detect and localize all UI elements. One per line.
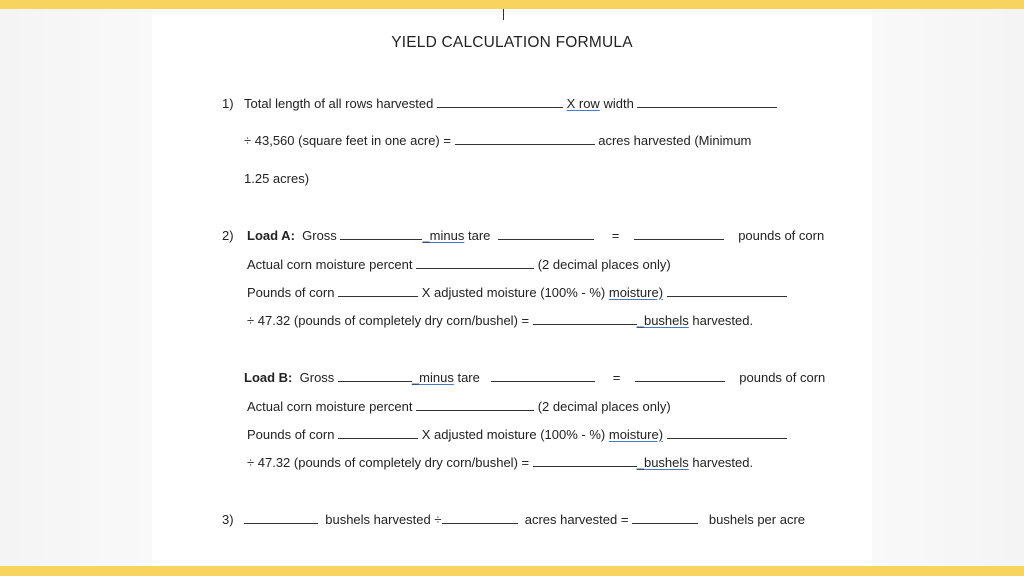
loadA-tare-blank[interactable] — [497, 228, 594, 240]
loadB-decimal-text: (2 decimal places only) — [537, 399, 671, 414]
loadB-tare-blank[interactable] — [490, 370, 595, 382]
loadA-moisture-text: Actual corn moisture percent — [247, 257, 413, 272]
loadB-moisture-line: Actual corn moisture percent (2 decimal … — [247, 399, 671, 414]
item-number-3: 3) — [222, 512, 234, 527]
loadA-tare-text: tare — [467, 228, 491, 243]
item1-line2: ÷ 43,560 (square feet in one acre) = acr… — [244, 133, 751, 148]
loadA-adjusted-blank[interactable] — [666, 285, 787, 297]
loadA-gross-blank[interactable] — [340, 228, 423, 240]
item1-divide-text: ÷ 43,560 (square feet in one acre) = — [244, 133, 451, 148]
loadB-label: Load B: — [244, 370, 293, 385]
bushels-per-acre-blank[interactable] — [632, 512, 699, 524]
loadA-equals: = — [611, 228, 620, 243]
loadA-gross-text: Gross — [302, 228, 337, 243]
loadA-bushels-text: _bushels — [636, 313, 689, 328]
document-page[interactable] — [152, 9, 872, 566]
loadA-adjusted-line: Pounds of corn X adjusted moisture (100%… — [247, 285, 787, 300]
loadB-gross-line: Load B: Gross _minus tare = pounds of co… — [244, 370, 825, 385]
loadB-gross-blank[interactable] — [337, 370, 412, 382]
item3-line: bushels harvested ÷ acres harvested = bu… — [244, 512, 805, 527]
item1-line1: Total length of all rows harvested X row… — [244, 96, 778, 111]
item1-line3: 1.25 acres) — [244, 171, 310, 186]
item1-text-a: Total length of all rows harvested — [244, 96, 434, 111]
loadB-gross-text: Gross — [299, 370, 335, 385]
right-margin — [872, 9, 1024, 566]
loadB-dry-line: ÷ 47.32 (pounds of completely dry corn/b… — [247, 455, 753, 470]
item1-text-b: X row — [566, 96, 600, 111]
loadB-tare-text: tare — [457, 370, 480, 385]
text-cursor — [503, 9, 504, 20]
loadA-dry-line: ÷ 47.32 (pounds of completely dry corn/b… — [247, 313, 753, 328]
loadA-gross-line: Load A: Gross _minus tare = pounds of co… — [247, 228, 824, 243]
item-number-1: 1) — [222, 96, 234, 111]
loadB-adjusted-text: X adjusted moisture (100% - %) — [421, 427, 606, 442]
loadB-pounds-corn-text: Pounds of corn — [247, 427, 335, 442]
loadB-moisture-close-text: moisture) — [608, 427, 664, 442]
loadA-harvested-text: harvested. — [692, 313, 754, 328]
loadA-adjusted-text: X adjusted moisture (100% - %) — [421, 285, 606, 300]
loadB-adjusted-line: Pounds of corn X adjusted moisture (100%… — [247, 427, 787, 442]
row-width-blank[interactable] — [637, 96, 778, 108]
loadB-bushels-text: _bushels — [636, 455, 689, 470]
loadB-pounds-blank[interactable] — [634, 370, 725, 382]
loadB-pounds-text: pounds of corn — [739, 370, 826, 385]
page-title: YIELD CALCULATION FORMULA — [391, 34, 633, 51]
top-accent-band — [0, 0, 1024, 9]
item1-text-d: width — [603, 96, 634, 111]
loadA-pounds-corn-text: Pounds of corn — [247, 285, 335, 300]
length-blank[interactable] — [436, 96, 563, 108]
bottom-accent-band — [0, 566, 1024, 576]
bushels-total-blank[interactable] — [244, 512, 318, 524]
item3-per-acre-text: bushels per acre — [708, 512, 806, 527]
loadA-label: Load A: — [247, 228, 295, 243]
loadB-bushels-blank[interactable] — [532, 455, 637, 467]
item3-bushels-text: bushels harvested ÷ — [325, 512, 442, 527]
loadB-equals: = — [612, 370, 621, 385]
loadA-minus-text: _minus — [422, 228, 465, 243]
loadB-pounds-corn-blank[interactable] — [338, 427, 419, 439]
loadA-moisture-blank[interactable] — [416, 257, 535, 269]
loadA-dry-text: ÷ 47.32 (pounds of completely dry corn/b… — [247, 313, 530, 328]
loadB-adjusted-blank[interactable] — [666, 427, 787, 439]
total-acres-blank[interactable] — [441, 512, 518, 524]
item1-acres-text: acres harvested (Minimum — [598, 133, 752, 148]
acres-blank[interactable] — [454, 133, 595, 145]
loadA-decimal-text: (2 decimal places only) — [537, 257, 671, 272]
loadA-pounds-corn-blank[interactable] — [338, 285, 419, 297]
loadA-pounds-text: pounds of corn — [738, 228, 825, 243]
loadA-moisture-close-text: moisture) — [608, 285, 664, 300]
loadB-moisture-blank[interactable] — [416, 399, 535, 411]
loadB-dry-text: ÷ 47.32 (pounds of completely dry corn/b… — [247, 455, 530, 470]
left-margin — [0, 9, 152, 566]
item-number-2: 2) — [222, 228, 234, 243]
loadB-minus-text: _minus — [411, 370, 454, 385]
loadB-moisture-text: Actual corn moisture percent — [247, 399, 413, 414]
loadA-bushels-blank[interactable] — [532, 313, 637, 325]
item3-acres-text: acres harvested = — [524, 512, 629, 527]
loadA-pounds-blank[interactable] — [633, 228, 724, 240]
loadA-moisture-line: Actual corn moisture percent (2 decimal … — [247, 257, 671, 272]
loadB-harvested-text: harvested. — [692, 455, 754, 470]
